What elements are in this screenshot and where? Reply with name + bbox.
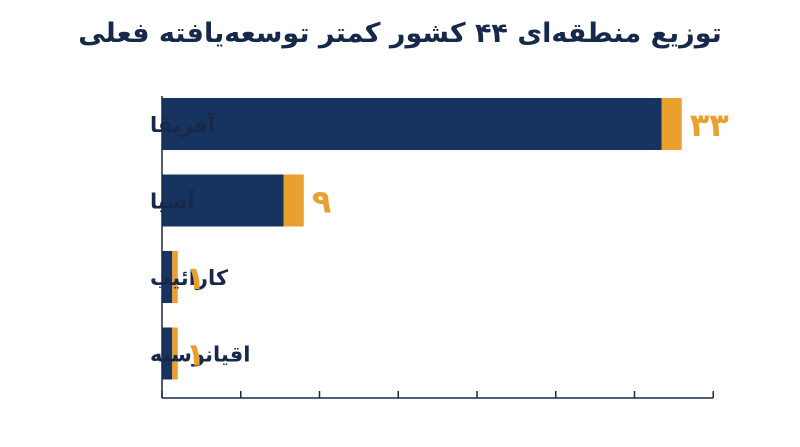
bar-group xyxy=(162,251,178,303)
bar xyxy=(162,98,662,150)
bar-group xyxy=(162,98,682,150)
category-label: اقیانوسیه xyxy=(150,343,250,367)
bar-group xyxy=(162,174,304,227)
category-label: آفریقا xyxy=(150,112,216,137)
bar-tip xyxy=(172,251,178,303)
bar-group xyxy=(162,327,178,380)
data-label: ۹ xyxy=(312,183,332,221)
bar-tip xyxy=(661,98,682,150)
bar-tip xyxy=(172,327,178,380)
data-label: ۱ xyxy=(186,259,206,297)
category-label: آسیا xyxy=(150,189,195,214)
bars-layer xyxy=(162,98,682,380)
chart-title: توزیع منطقه‌ای ۴۴ کشور کمتر توسعه‌یافته … xyxy=(78,18,722,49)
bar xyxy=(162,327,173,380)
category-label: کارائیب xyxy=(150,266,229,290)
bar-tip xyxy=(283,174,304,227)
data-label: ۳۳ xyxy=(690,106,730,144)
bar xyxy=(162,251,173,303)
bar xyxy=(162,174,284,227)
axis-layer xyxy=(161,96,714,399)
data-label: ۱ xyxy=(186,336,206,374)
